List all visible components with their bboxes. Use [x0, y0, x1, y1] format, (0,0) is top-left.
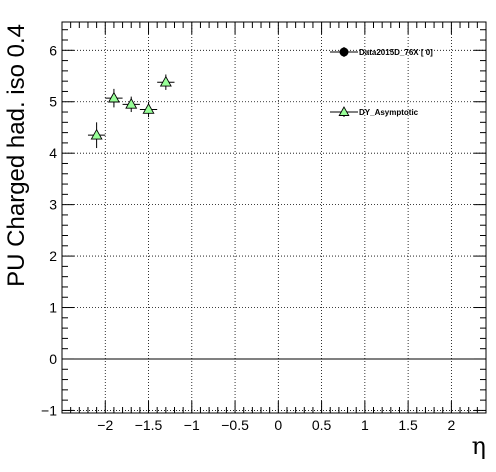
data-points: [87, 74, 175, 149]
data-point: [159, 75, 172, 87]
y-tick-label: 1: [49, 300, 57, 316]
legend-label: DY_Asymptotic: [359, 108, 419, 117]
x-tick-label: 1.5: [398, 417, 418, 433]
x-tick-label: 0.5: [312, 417, 332, 433]
x-tick-label: −1.5: [135, 417, 163, 433]
legend-label: Data2015D_76X [ 0]: [359, 48, 433, 57]
data-point: [90, 128, 103, 140]
y-tick-label: 3: [49, 197, 57, 213]
data-point: [125, 97, 138, 109]
x-axis-label: η: [472, 432, 486, 460]
axes: [61, 21, 487, 414]
x-tick-label: −0.5: [221, 417, 249, 433]
plot-frame: [61, 21, 487, 414]
legend-marker: [339, 47, 349, 57]
y-tick-label: 5: [49, 94, 57, 110]
tick-labels: −2 −1.5 −1 −0.5 0 0.5 1 1.5 2 −1 0 1 2 3 4 5 6: [41, 42, 455, 433]
ticks: [62, 22, 487, 413]
y-tick-label: 6: [49, 42, 57, 58]
y-tick-label: 0: [49, 351, 57, 367]
legend: Data2015D_76X [ 0] DY_Asymptotic: [330, 47, 433, 117]
legend-marker: [338, 106, 350, 116]
x-tick-label: 2: [447, 417, 455, 433]
y-tick-label: −1: [41, 402, 57, 418]
data-point: [142, 103, 155, 114]
y-tick-label: 2: [49, 248, 57, 264]
x-tick-label: 1: [361, 417, 369, 433]
y-axis-label: PU Charged had. iso 0.4: [3, 24, 30, 287]
y-tick-label: 4: [49, 145, 57, 161]
grid: [62, 22, 486, 413]
data-point: [107, 91, 120, 103]
x-tick-label: −2: [97, 417, 113, 433]
x-tick-label: 0: [274, 417, 282, 433]
x-tick-label: −1: [184, 417, 200, 433]
